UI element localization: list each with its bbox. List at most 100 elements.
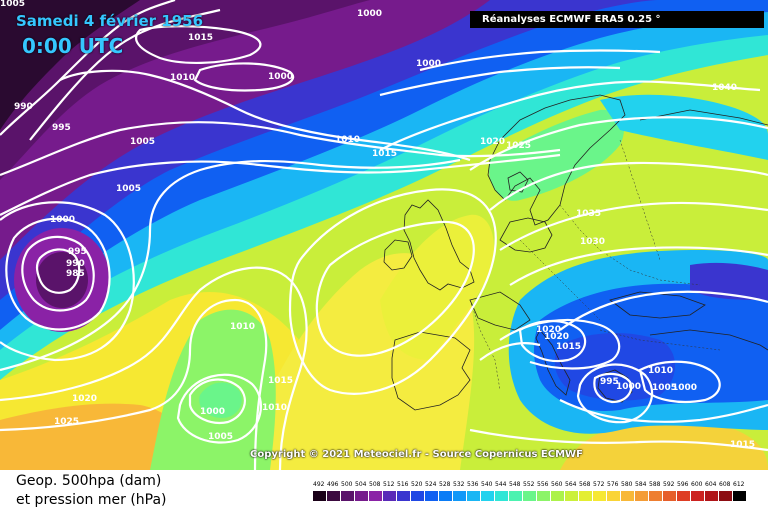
isobar-label: 1035 [576, 209, 601, 219]
legend-swatch [495, 491, 508, 501]
isobar-label: 1015 [372, 149, 397, 159]
legend-tick-label: 504 [355, 481, 367, 488]
band-black-purple [0, 0, 140, 130]
legend-swatch [593, 491, 606, 501]
country-borders [469, 139, 721, 391]
legend-swatch [327, 491, 340, 501]
isobar-label: 1005 [116, 184, 141, 194]
isobar-label: 1010 [335, 135, 360, 145]
legend-swatch [425, 491, 438, 501]
legend-tick-label: 568 [579, 481, 591, 488]
legend-swatch [551, 491, 564, 501]
legend-swatch [649, 491, 662, 501]
legend-swatch [607, 491, 620, 501]
band-cyan-russia [600, 94, 768, 160]
legend-tick-label: 496 [327, 481, 339, 488]
map-date: Samedi 4 février 1956 [16, 12, 204, 30]
legend-swatch [635, 491, 648, 501]
copyright-text: Copyright © 2021 Meteociel.fr - Source C… [250, 449, 583, 460]
weather-map: 1005 1000 1015 1010 1000 995 990 1005 10… [0, 0, 768, 470]
legend-tick-label: 512 [383, 481, 395, 488]
reanalysis-label: Réanalyses ECMWF ERA5 0.25 ° [470, 11, 764, 28]
isobar-label: 1010 [262, 403, 287, 413]
legend-tick-label: 540 [481, 481, 493, 488]
legend-swatch [397, 491, 410, 501]
map-canvas: 1005 1000 1015 1010 1000 995 990 1005 10… [0, 0, 768, 470]
legend-tick-label: 608 [719, 481, 731, 488]
legend-swatch [355, 491, 368, 501]
isobar-label: 1000 [616, 382, 641, 392]
legend-swatch [453, 491, 466, 501]
isobar-label: 1020 [72, 394, 97, 404]
isobar-label: 1010 [648, 366, 673, 376]
legend-tick-label: 552 [523, 481, 535, 488]
legend-swatch [621, 491, 634, 501]
map-legend-title: Geop. 500hpa (dam) et pression mer (hPa) [16, 472, 167, 510]
isobar-label: 995 [600, 377, 619, 387]
isobar-label: 1030 [580, 237, 605, 247]
legend-swatch [705, 491, 718, 501]
isobar-label: 995 [68, 247, 87, 257]
legend-swatch [481, 491, 494, 501]
isobar-label: 1015 [268, 376, 293, 386]
legend-tick-label: 508 [369, 481, 381, 488]
color-scale-legend: 492 496 500 504 508 512 516 520 524 528 532 536 540 5… [313, 481, 746, 501]
isobar-label: 985 [66, 269, 85, 279]
legend-tick-label: 556 [537, 481, 549, 488]
isobar-label: 1020 [536, 325, 561, 335]
legend-tick-label: 548 [509, 481, 521, 488]
legend-tick-label: 572 [593, 481, 605, 488]
isobar-label: 1025 [506, 141, 531, 151]
band-yellow-uk [380, 214, 494, 360]
legend-swatch [411, 491, 424, 501]
legend-tick-label: 516 [397, 481, 409, 488]
legend-tick-label: 588 [649, 481, 661, 488]
legend-tick-label: 596 [677, 481, 689, 488]
isobar-label: 990 [66, 259, 85, 269]
legend-swatch [369, 491, 382, 501]
isobar-label: 1005 [130, 137, 155, 147]
legend-swatch [341, 491, 354, 501]
legend-tick-label: 576 [607, 481, 619, 488]
isobar-label: 1000 [672, 383, 697, 393]
legend-tick-label: 604 [705, 481, 717, 488]
legend-swatch [383, 491, 396, 501]
legend-tick-label: 528 [439, 481, 451, 488]
isobar-label: 1005 [652, 383, 677, 393]
band-deep-purple [0, 0, 370, 180]
isobar-label: 1000 [268, 72, 293, 82]
legend-tick-label: 584 [635, 481, 647, 488]
legend-tick-label: 612 [733, 481, 745, 488]
legend-tick-label: 520 [411, 481, 423, 488]
trough-core [554, 333, 675, 401]
band-green-pocket [199, 382, 242, 418]
legend-swatch [719, 491, 732, 501]
isobar-label: 1020 [480, 137, 505, 147]
isobar-label: 1000 [357, 9, 382, 19]
isobars [0, 0, 768, 470]
legend-swatch [467, 491, 480, 501]
legend-tick-label: 560 [551, 481, 563, 488]
legend-swatch [523, 491, 536, 501]
legend-swatch [579, 491, 592, 501]
isobar-label: 1010 [230, 322, 255, 332]
legend-tick-label: 580 [621, 481, 633, 488]
legend-swatch [691, 491, 704, 501]
legend-tick-label: 500 [341, 481, 353, 488]
map-time: 0:00 UTC [22, 34, 124, 58]
coastlines [383, 94, 768, 411]
legend-tick-label: 536 [467, 481, 479, 488]
legend-swatch [313, 491, 326, 501]
isobar-label: 1015 [556, 342, 581, 352]
isobar-label: 1015 [730, 440, 755, 450]
trough-east-core [690, 262, 768, 300]
legend-tick-label: 592 [663, 481, 675, 488]
legend-swatch [677, 491, 690, 501]
legend-tick-label: 544 [495, 481, 507, 488]
legend-title-line1: Geop. 500hpa (dam) [16, 473, 162, 489]
isobar-label: 1000 [200, 407, 225, 417]
legend-tick-label: 532 [453, 481, 465, 488]
legend-tick-label: 524 [425, 481, 437, 488]
legend-swatch [733, 491, 746, 501]
isobar-label: 1010 [170, 73, 195, 83]
